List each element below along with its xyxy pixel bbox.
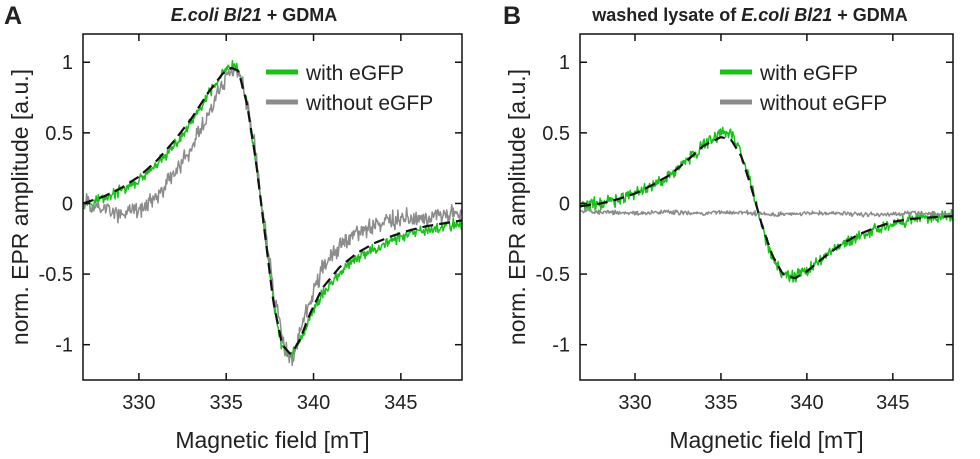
y-tick-label: 1 [559,52,570,74]
chart-title-part: E.coli Bl21 [171,5,262,25]
panel-letter: B [503,2,521,30]
y-tick-label: 0 [62,193,73,215]
x-tick-label: 335 [210,392,243,414]
legend-label: without eGFP [305,92,433,115]
y-axis-label: norm. EPR amplitude [a.u.] [7,69,33,345]
series-without-egfp [83,66,462,367]
x-tick-label: 345 [384,392,417,414]
series-with-egfp [580,126,953,283]
legend-label: with eGFP [759,62,858,85]
series-without-egfp [580,208,953,218]
y-tick-label: 0.5 [542,123,570,145]
chart-title-part: E.coli Bl21 [741,5,832,25]
y-tick-label: -1 [55,335,73,357]
x-axis-label: Magnetic field [mT] [175,427,369,453]
y-tick-label: 0 [559,193,570,215]
chart-title-part: washed lysate of [591,5,741,25]
fit-curve [580,136,953,280]
y-tick-label: -0.5 [39,264,73,286]
y-tick-label: -1 [552,335,570,357]
panel-letter: A [4,2,22,30]
legend: with eGFP without eGFP [720,62,887,115]
chart-panel-b: 330 335 340 345 1 0.5 0 -0.5 -1 Magnetic field [m… [503,2,954,453]
fit-curve [83,66,462,355]
x-tick-label: 340 [297,392,330,414]
x-axis-label: Magnetic field [mT] [669,427,863,453]
plot-area [83,59,462,367]
legend-label: with eGFP [305,62,404,85]
axes-frame [579,33,954,381]
x-tick-label: 330 [122,392,155,414]
legend: with eGFP without eGFP [266,62,433,115]
x-tick-label: 340 [790,392,823,414]
chart-title: E.coli Bl21 + GDMA [171,5,338,25]
chart-title: washed lysate of E.coli Bl21 + GDMA [591,5,908,25]
y-tick-label: -0.5 [536,264,570,286]
plot-area [580,126,953,283]
legend-label: without eGFP [759,92,887,115]
chart-title-part: + GDMA [262,5,338,25]
chart-panel-a: 330 335 340 345 1 0.5 0 -0.5 -1 Magnetic field [m… [4,2,463,453]
x-tick-label: 345 [876,392,909,414]
chart-title-part: + GDMA [832,5,908,25]
y-axis-label: norm. EPR amplitude [a.u.] [504,69,530,345]
axes-frame [82,33,463,381]
x-tick-label: 335 [704,392,737,414]
y-tick-label: 0.5 [45,123,73,145]
y-tick-label: 1 [62,52,73,74]
x-tick-label: 330 [618,392,651,414]
